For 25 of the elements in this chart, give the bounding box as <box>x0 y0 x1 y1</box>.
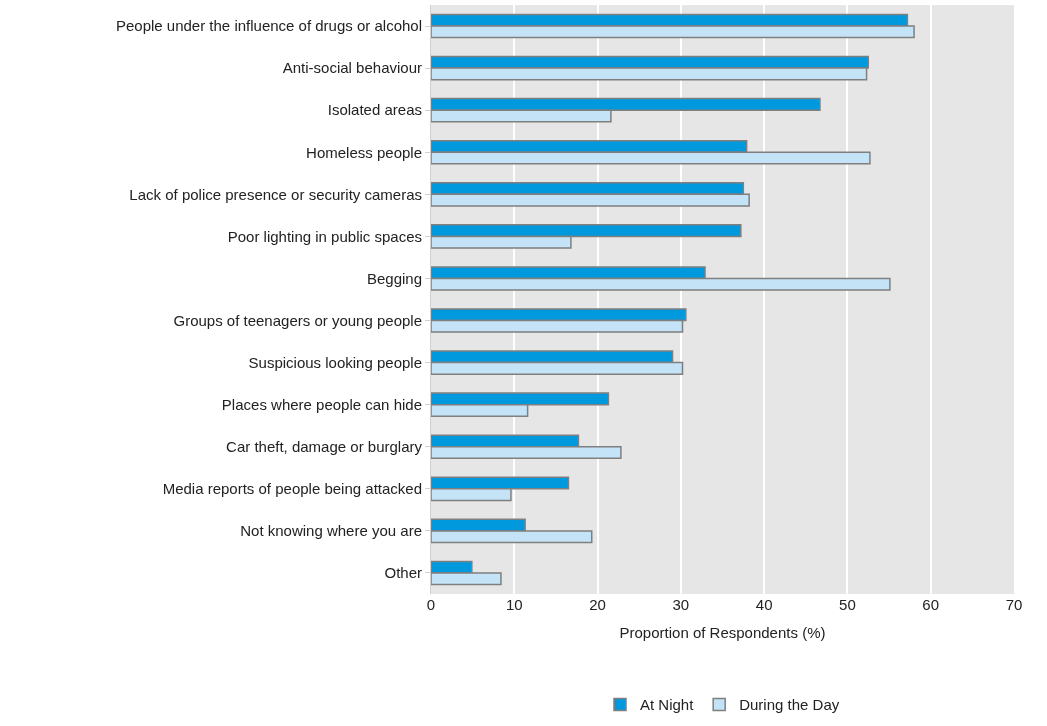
y-tick-label: Anti-social behaviour <box>282 59 422 77</box>
legend-label: During the Day <box>739 696 840 714</box>
x-tick-label: 40 <box>755 596 773 613</box>
x-tick-label: 30 <box>672 596 690 613</box>
y-tick-label: Car theft, damage or burglary <box>226 438 423 455</box>
x-tick-label: 50 <box>839 596 856 613</box>
x-axis-title: Proportion of Respondents (%) <box>619 624 826 641</box>
y-tick-label: Not knowing where you are <box>240 522 422 540</box>
y-tick-label: Other <box>384 564 422 582</box>
y-tick-label: Homeless people <box>306 143 422 161</box>
y-tick-label: Begging <box>366 269 422 287</box>
x-tick-label: 60 <box>922 596 940 613</box>
y-tick-label: Suspicious looking people <box>248 353 422 371</box>
x-tick-label: 20 <box>589 596 606 613</box>
y-tick-label: Media reports of people being attacked <box>162 480 422 498</box>
x-tick-label: 10 <box>505 596 523 613</box>
y-tick-label: Places where people can hide <box>221 395 422 413</box>
y-tick-label: Isolated areas <box>327 101 422 119</box>
y-tick-label: People under the influence of drugs or alcohol <box>115 17 422 35</box>
y-tick-label: Groups of teenagers or young people <box>173 311 422 329</box>
legend-label: At Night <box>640 696 695 714</box>
x-tick-label: 0 <box>426 596 436 613</box>
x-tick-label: 70 <box>1005 596 1023 613</box>
y-tick-label: Lack of police presence or security cameras <box>129 185 422 203</box>
y-tick-label: Poor lighting in public spaces <box>227 227 422 245</box>
